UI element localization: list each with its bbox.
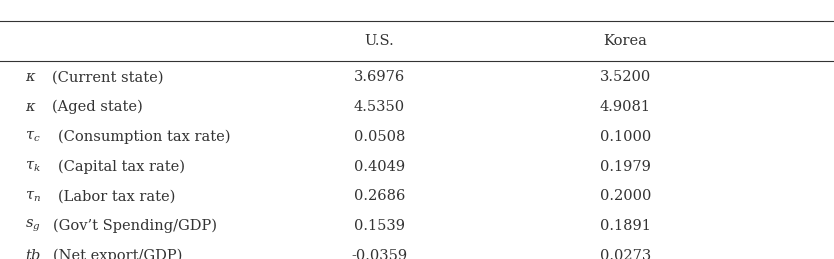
Text: $\tau_k$: $\tau_k$ (25, 159, 41, 174)
Text: 4.5350: 4.5350 (354, 100, 405, 114)
Text: 0.1891: 0.1891 (600, 219, 651, 233)
Text: 0.0273: 0.0273 (600, 249, 651, 259)
Text: (Consumption tax rate): (Consumption tax rate) (58, 130, 231, 144)
Text: (Capital tax rate): (Capital tax rate) (58, 159, 185, 174)
Text: U.S.: U.S. (364, 34, 394, 48)
Text: 0.2000: 0.2000 (600, 189, 651, 203)
Text: 4.9081: 4.9081 (600, 100, 651, 114)
Text: 3.6976: 3.6976 (354, 70, 405, 84)
Text: $s_g$: $s_g$ (25, 218, 41, 234)
Text: (Gov’t Spending/GDP): (Gov’t Spending/GDP) (53, 219, 217, 233)
Text: $\kappa$: $\kappa$ (25, 100, 37, 114)
Text: 0.1000: 0.1000 (600, 130, 651, 144)
Text: (Labor tax rate): (Labor tax rate) (58, 189, 176, 203)
Text: (Current state): (Current state) (52, 70, 163, 84)
Text: (Aged state): (Aged state) (52, 100, 143, 114)
Text: $\tau_c$: $\tau_c$ (25, 130, 41, 144)
Text: 0.0508: 0.0508 (354, 130, 405, 144)
Text: 0.2686: 0.2686 (354, 189, 405, 203)
Text: $\kappa$: $\kappa$ (25, 70, 37, 84)
Text: (Net export/GDP): (Net export/GDP) (53, 249, 182, 259)
Text: 3.5200: 3.5200 (600, 70, 651, 84)
Text: 0.4049: 0.4049 (354, 160, 405, 174)
Text: 0.1539: 0.1539 (354, 219, 405, 233)
Text: Korea: Korea (604, 34, 647, 48)
Text: -0.0359: -0.0359 (351, 249, 408, 259)
Text: $tb$: $tb$ (25, 248, 42, 259)
Text: 0.1979: 0.1979 (600, 160, 651, 174)
Text: $\tau_n$: $\tau_n$ (25, 189, 41, 204)
